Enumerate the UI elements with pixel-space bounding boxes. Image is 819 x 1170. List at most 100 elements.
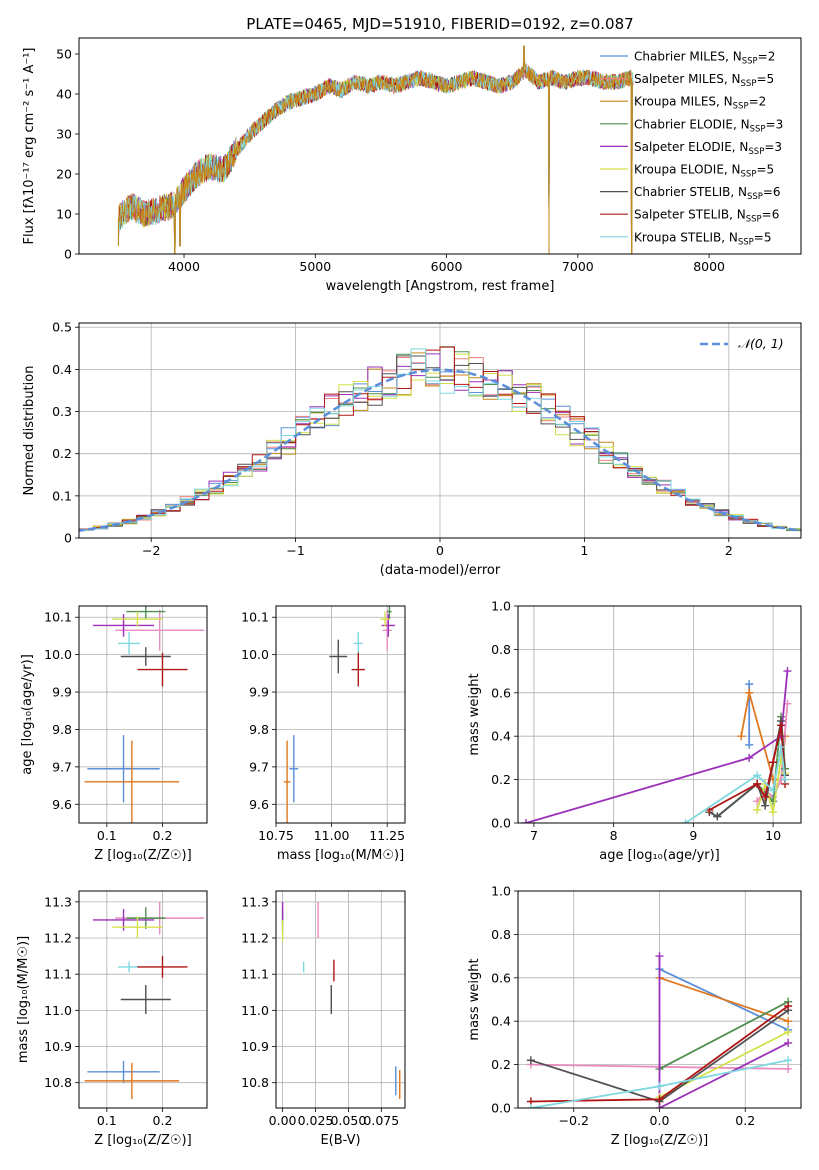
weight-point-marker [781,775,790,784]
weight-point-marker [784,1017,793,1026]
x-tick-label: 2 [725,543,733,558]
y-axis-label: Normed distribution [22,366,37,496]
x-tick-label: 0.075 [363,1113,399,1128]
y-tick-label: 11.0 [241,1003,269,1018]
weight-series-line [659,976,789,1023]
mass_weight_vs_Z-frame [517,890,802,1109]
weight-series-line [708,725,786,811]
weight-series-line [658,956,789,1108]
legend-label: 𝒩(0, 1) [738,336,784,351]
y-tick-label: 11.3 [44,894,72,909]
y-axis-label: Flux [fλ10⁻¹⁷ erg cm⁻² s⁻¹ A⁻¹] [22,48,37,245]
legend-label: Chabrier STELIB, NSSP=6 [634,185,781,202]
histogram-legend: 𝒩(0, 1) [700,336,784,351]
weight-point-marker [681,819,690,823]
weight-point-marker [777,721,786,730]
y-tick-label: 9.6 [52,797,72,812]
chart-area: 4000 5000 6000 7000 800001020304050wavelengt… [16,37,802,1148]
mass_weight_vs_Z-series [526,952,793,1108]
weight-point-marker [777,743,786,752]
y-tick-label: 10.0 [44,647,72,662]
y-tick-label: 10.1 [44,610,72,625]
x-tick-label: 0.2 [153,828,173,843]
x-tick-label: 8 [610,828,618,843]
histogram-steps [79,346,801,533]
x-tick-label: 7000 [562,259,594,274]
x-tick-label: 0.0 [650,1113,670,1128]
y-tick-label: 0.2 [491,772,511,787]
y-tick-label: 9.8 [249,722,269,737]
figure-title: PLATE=0465, MJD=51910, FIBERID=0192, z=0… [246,15,633,33]
weight-point-marker [784,1002,793,1011]
spectrum-frame [78,37,802,255]
y-tick-label: 9.7 [249,759,269,774]
y-tick-label: 0.2 [491,1057,511,1072]
weight-point-marker [753,771,762,780]
weight-point-marker [784,1028,793,1037]
weight-point-marker [761,792,770,801]
x-tick-label: 0.2 [735,1113,755,1128]
legend-label: Chabrier MILES, NSSP=2 [634,50,775,67]
weight-point-marker [745,680,754,689]
age_vs_Z-axes: 0.1 0.2 9.6 9.7 9.8 9.9 10.0 10.1 Z [log₁₀(Z/Z☉)… [20,606,207,863]
legend-label: Salpeter STELIB, NSSP=6 [634,208,779,225]
spectrum-legend: Chabrier MILES, NSSP=2 Salpeter MILES, NS… [600,50,783,247]
weight-point-marker [745,740,754,749]
mass_vs_Z-axes: 0.1 0.2 10.8 10.9 11.0 11.1 11.2 11.3 Z [log₁₀(Z… [16,891,207,1148]
histogram-series [79,346,801,533]
y-tick-label: 0 [64,531,72,546]
age_vs_mass-axes: 10.75 11.00 11.25 9.6 9.7 9.8 9.9 10.0 10.1 mass … [241,606,405,863]
mass_weight_vs_age-frame [517,605,802,824]
y-tick-label: 10.8 [241,1075,269,1090]
spectrum-lines [117,45,634,254]
residual_histogram-frame [78,322,802,539]
y-tick-label: 0.0 [491,816,511,831]
y-tick-label: 0.4 [491,1014,511,1029]
x-tick-label: 0.2 [153,1113,173,1128]
y-tick-label: 9.8 [52,722,72,737]
y-tick-label: 0.2 [52,446,72,461]
mass_vs_EBV-frame [275,890,406,1109]
x-tick-label: −2 [142,543,160,558]
weight-point-marker [783,667,792,676]
spectrum-axes: 4000 5000 6000 7000 8000 0 10 20 30 40 50 wavelengt… [22,47,725,295]
age_vs_Z-errorbars [84,606,205,823]
y-tick-label: 0.8 [491,642,511,657]
y-tick-label: 0.4 [491,729,511,744]
y-tick-label: 10.0 [241,647,269,662]
weight-point-marker [521,819,530,823]
x-tick-label: 11.00 [314,828,350,843]
mass_vs_EBV-errorbars [281,901,401,1099]
y-tick-label: 0.3 [52,404,72,419]
y-axis-label: age [log₁₀(age/yr)] [20,654,35,775]
weight-point-marker [526,1056,535,1065]
spectrum-series-line [118,45,634,254]
y-tick-label: 10.1 [241,610,269,625]
weight-point-marker [784,1056,793,1065]
y-tick-label: 1.0 [491,599,511,614]
weight-point-marker [655,952,664,961]
legend-label: Kroupa ELODIE, NSSP=5 [634,163,774,180]
x-tick-label: 0.1 [97,1113,117,1128]
weight-point-marker [769,758,778,767]
y-tick-label: 9.7 [52,759,72,774]
weight-series-line [525,671,789,823]
y-tick-label: 9.9 [52,685,72,700]
x-axis-label: age [log₁₀(age/yr)] [599,848,720,863]
y-tick-label: 0.1 [52,488,72,503]
normal-curve [79,368,801,532]
x-axis-label: Z [log₁₀(Z/Z☉)] [611,1133,708,1148]
y-tick-label: 11.0 [44,1003,72,1018]
y-tick-label: 50 [56,47,72,62]
legend-label: Kroupa STELIB, NSSP=5 [634,230,772,247]
x-tick-label: 9 [689,828,697,843]
y-axis-label: mass weight [467,958,482,1040]
weight-point-marker [769,786,778,795]
weight-point-marker [784,1064,793,1073]
weight-point-marker [745,753,754,762]
weight-point-marker [655,1082,664,1091]
x-tick-label: 7 [530,828,538,843]
y-tick-label: 11.1 [241,967,269,982]
y-axis-label: mass [log₁₀(M/M☉)] [16,936,31,1063]
weight-point-marker [753,805,762,814]
